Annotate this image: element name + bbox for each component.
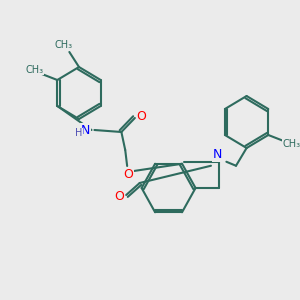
Text: CH₃: CH₃ <box>282 139 300 149</box>
Text: CH₃: CH₃ <box>25 65 43 75</box>
Text: N: N <box>213 148 222 161</box>
Text: O: O <box>123 167 133 181</box>
Text: CH₃: CH₃ <box>55 40 73 50</box>
Text: H: H <box>75 128 83 138</box>
Text: O: O <box>115 190 124 203</box>
Text: N: N <box>81 124 90 136</box>
Text: O: O <box>137 110 146 122</box>
